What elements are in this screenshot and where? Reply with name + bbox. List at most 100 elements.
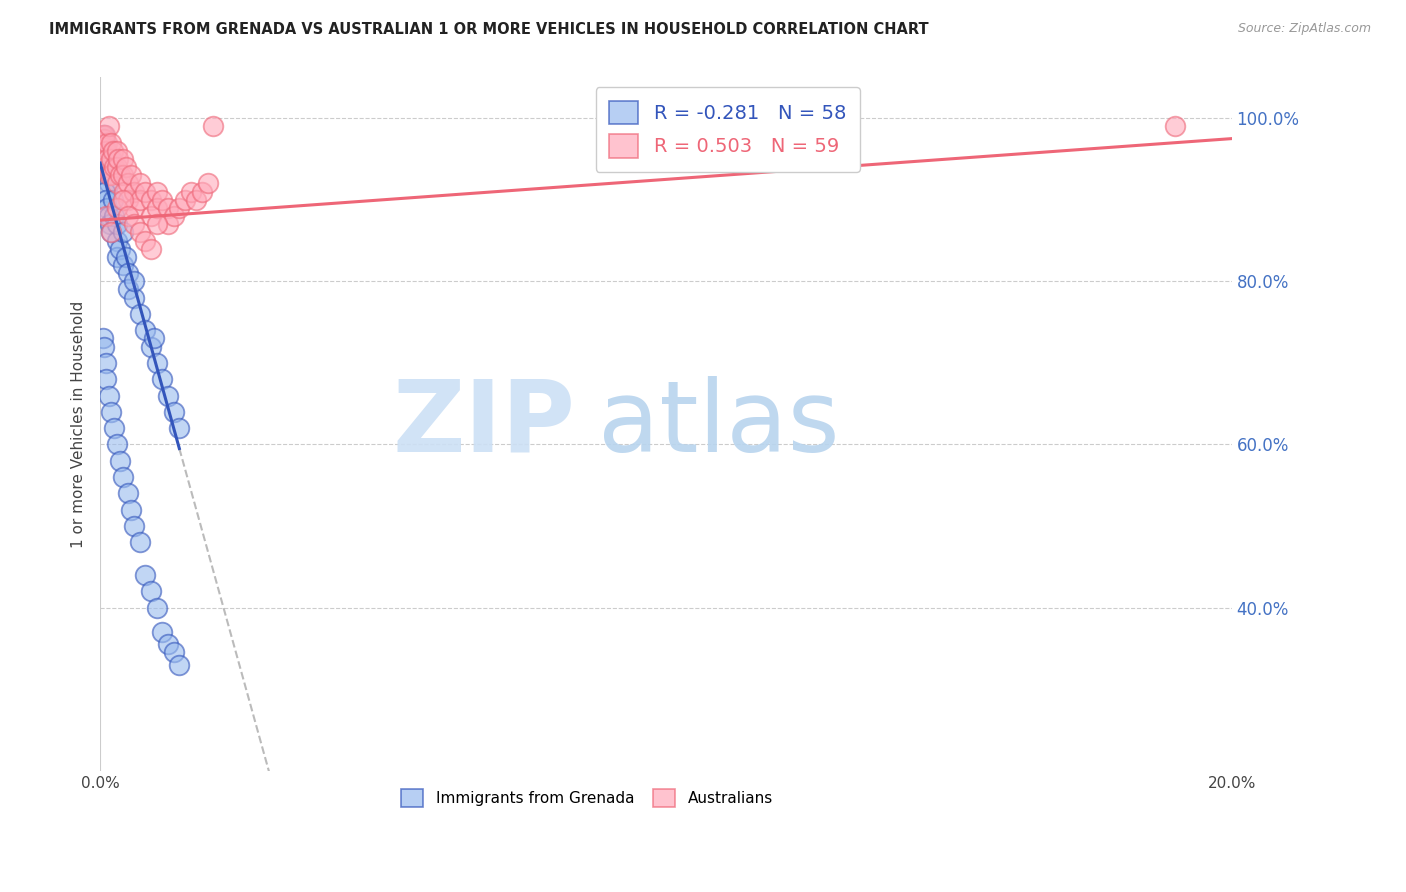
Point: [105, 217, 128, 231]
Point: [122, 291, 145, 305]
Point: [145, 201, 167, 215]
Point: [105, 177, 128, 191]
Point: [97, 120, 120, 134]
Point: [111, 193, 134, 207]
Point: [128, 535, 150, 549]
Point: [139, 584, 162, 599]
Point: [100, 152, 122, 166]
Point: [197, 177, 219, 191]
Point: [96, 152, 118, 166]
Point: [145, 217, 167, 231]
Point: [169, 421, 191, 435]
Point: [180, 185, 202, 199]
Point: [163, 405, 186, 419]
Point: [174, 193, 197, 207]
Text: IMMIGRANTS FROM GRENADA VS AUSTRALIAN 1 OR MORE VEHICLES IN HOUSEHOLD CORRELATIO: IMMIGRANTS FROM GRENADA VS AUSTRALIAN 1 …: [49, 22, 929, 37]
Point: [111, 470, 134, 484]
Point: [122, 519, 145, 533]
Point: [150, 625, 173, 640]
Point: [100, 226, 122, 240]
Text: Source: ZipAtlas.com: Source: ZipAtlas.com: [1237, 22, 1371, 36]
Point: [107, 152, 129, 166]
Point: [117, 177, 139, 191]
Point: [105, 201, 128, 215]
Point: [93, 185, 115, 199]
Point: [145, 600, 167, 615]
Point: [163, 209, 186, 223]
Point: [93, 140, 115, 154]
Point: [145, 185, 167, 199]
Point: [93, 131, 115, 145]
Point: [117, 209, 139, 223]
Point: [134, 234, 156, 248]
Point: [94, 160, 117, 174]
Point: [97, 388, 120, 402]
Point: [105, 144, 128, 158]
Point: [94, 144, 117, 158]
Point: [163, 645, 186, 659]
Point: [202, 120, 225, 134]
Point: [100, 226, 122, 240]
Point: [120, 502, 142, 516]
Point: [145, 356, 167, 370]
Point: [111, 258, 134, 272]
Point: [128, 307, 150, 321]
Point: [98, 217, 121, 231]
Point: [169, 201, 191, 215]
Point: [108, 169, 131, 183]
Point: [111, 169, 134, 183]
Point: [117, 193, 139, 207]
Point: [103, 421, 125, 435]
Point: [114, 160, 136, 174]
Point: [128, 193, 150, 207]
Point: [139, 242, 162, 256]
Point: [157, 388, 180, 402]
Point: [157, 217, 180, 231]
Text: atlas: atlas: [598, 376, 839, 473]
Point: [94, 160, 117, 174]
Point: [96, 169, 118, 183]
Point: [117, 486, 139, 500]
Point: [105, 250, 128, 264]
Point: [94, 209, 117, 223]
Point: [122, 185, 145, 199]
Point: [134, 323, 156, 337]
Legend: Immigrants from Grenada, Australians: Immigrants from Grenada, Australians: [392, 781, 780, 815]
Point: [105, 160, 128, 174]
Point: [108, 242, 131, 256]
Point: [111, 152, 134, 166]
Point: [97, 169, 120, 183]
Point: [94, 144, 117, 158]
Point: [105, 437, 128, 451]
Point: [150, 193, 173, 207]
Point: [134, 185, 156, 199]
Point: [157, 637, 180, 651]
Point: [93, 128, 115, 142]
Point: [100, 136, 122, 150]
Point: [93, 340, 115, 354]
Point: [122, 274, 145, 288]
Point: [96, 201, 118, 215]
Point: [186, 193, 208, 207]
Point: [139, 193, 162, 207]
Point: [169, 657, 191, 672]
Point: [122, 201, 145, 215]
Point: [103, 209, 125, 223]
Point: [139, 209, 162, 223]
Point: [128, 177, 150, 191]
Point: [142, 331, 165, 345]
Point: [101, 144, 124, 158]
Point: [101, 193, 124, 207]
Point: [97, 177, 120, 191]
Point: [100, 152, 122, 166]
Point: [93, 136, 115, 150]
Point: [191, 185, 214, 199]
Point: [91, 331, 114, 345]
Point: [114, 250, 136, 264]
Point: [91, 128, 114, 142]
Point: [103, 160, 125, 174]
Point: [150, 372, 173, 386]
Point: [1164, 120, 1187, 134]
Point: [117, 283, 139, 297]
Point: [120, 169, 142, 183]
